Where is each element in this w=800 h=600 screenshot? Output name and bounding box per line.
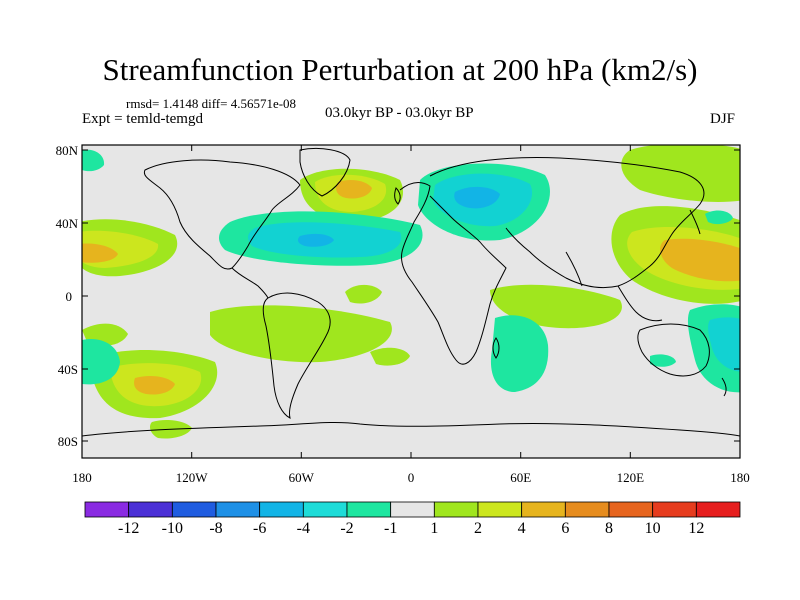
colorbar-label: -4 bbox=[297, 520, 310, 537]
coast-europe-africa bbox=[399, 182, 507, 365]
colorbar-label: -10 bbox=[162, 520, 183, 537]
contour-pos-indian-south bbox=[370, 347, 410, 366]
contour-neg-south-pacific-west bbox=[82, 338, 120, 385]
colorbar-box bbox=[477, 501, 523, 518]
coast-india bbox=[565, 251, 583, 287]
lat-label-80s: 80S bbox=[58, 434, 78, 449]
contour-pos-north-pacific bbox=[621, 145, 740, 202]
colorbar-label: 6 bbox=[561, 520, 569, 537]
colorbar-box bbox=[652, 501, 697, 518]
coast-australia bbox=[637, 323, 710, 377]
colorbar-label: 8 bbox=[605, 520, 613, 537]
experiment-label: Expt = temld-temgd bbox=[82, 111, 203, 127]
colorbar-label: -8 bbox=[209, 520, 222, 537]
contour-neg-indian bbox=[490, 315, 549, 392]
colorbar-box bbox=[346, 501, 392, 518]
lat-label-40n: 40N bbox=[56, 216, 79, 231]
colorbar-box bbox=[215, 501, 261, 518]
colorbar-label: -1 bbox=[384, 520, 397, 537]
lon-label-0: 0 bbox=[408, 470, 415, 485]
coast-madagascar bbox=[492, 337, 500, 359]
colorbar-box bbox=[302, 501, 348, 518]
colorbar-label: 1 bbox=[430, 520, 438, 537]
contour-pos4-east-pacific bbox=[82, 243, 118, 263]
contour-neg-small-1 bbox=[82, 149, 105, 172]
contour-pos4-north-atlantic bbox=[336, 180, 372, 199]
chart-title: Streamfunction Perturbation at 200 hPa (… bbox=[102, 52, 698, 87]
colorbar: -12 -10 -8 -6 -4 -2 -1 1 2 4 6 8 10 12 bbox=[84, 501, 741, 537]
lon-label-120e: 120E bbox=[617, 470, 645, 485]
coast-south-america bbox=[262, 292, 331, 419]
colorbar-box bbox=[695, 501, 741, 518]
contour-neg4-eurasia bbox=[454, 186, 500, 209]
contour-pos-equatorial bbox=[345, 284, 382, 304]
contour-pos-south-atlantic bbox=[210, 305, 392, 363]
lon-label-180e: 180 bbox=[730, 470, 750, 485]
colorbar-label: 4 bbox=[518, 520, 526, 537]
colorbar-box bbox=[171, 501, 217, 518]
contour-pos4-west-pacific bbox=[660, 238, 740, 282]
coast-uk bbox=[394, 187, 401, 205]
lon-label-60e: 60E bbox=[510, 470, 531, 485]
coastlines bbox=[82, 147, 740, 437]
lat-label-eq: 0 bbox=[66, 289, 73, 304]
colorbar-box bbox=[390, 501, 435, 518]
colorbar-box bbox=[608, 501, 654, 518]
lon-label-60w: 60W bbox=[289, 470, 315, 485]
lon-label-180w: 180 bbox=[72, 470, 92, 485]
colorbar-box bbox=[84, 501, 130, 518]
colorbar-label: -12 bbox=[118, 520, 139, 537]
colorbar-box bbox=[128, 501, 173, 518]
contour-neg-small-japan bbox=[705, 210, 733, 225]
coast-greenland bbox=[299, 147, 351, 197]
lat-ticks bbox=[82, 149, 740, 442]
colorbar-label: 10 bbox=[645, 520, 661, 537]
stats-line: rmsd= 1.4148 diff= 4.56571e-08 bbox=[126, 96, 297, 111]
colorbar-box bbox=[564, 501, 610, 518]
colorbar-box bbox=[521, 501, 566, 518]
contour-neg2-australia bbox=[708, 317, 740, 372]
coast-southeast-asia bbox=[617, 285, 663, 322]
contour-neg-small-2 bbox=[650, 354, 676, 367]
lon-ticks bbox=[81, 145, 741, 458]
lat-label-80n: 80N bbox=[56, 143, 79, 158]
season-label: DJF bbox=[710, 111, 736, 127]
contour-pos4-south-pacific bbox=[134, 376, 175, 395]
coast-japan bbox=[689, 209, 701, 235]
contour-neg4-north-america bbox=[297, 233, 334, 247]
coast-new-zealand bbox=[721, 377, 727, 397]
coast-antarctica bbox=[82, 421, 740, 437]
colorbar-label: -6 bbox=[253, 520, 266, 537]
colorbar-label: 12 bbox=[688, 520, 704, 537]
lon-label-120w: 120W bbox=[176, 470, 209, 485]
colorbar-box bbox=[433, 501, 479, 518]
colorbar-label: 2 bbox=[474, 520, 482, 537]
lat-label-40s: 40S bbox=[58, 362, 78, 377]
period-label: 03.0kyr BP - 03.0kyr BP bbox=[325, 105, 474, 121]
colorbar-box bbox=[259, 501, 304, 518]
coast-north-america bbox=[143, 159, 301, 270]
contour-fields bbox=[82, 145, 740, 439]
coast-central-america bbox=[231, 267, 269, 299]
colorbar-label: -2 bbox=[340, 520, 353, 537]
coast-asia bbox=[429, 157, 705, 289]
